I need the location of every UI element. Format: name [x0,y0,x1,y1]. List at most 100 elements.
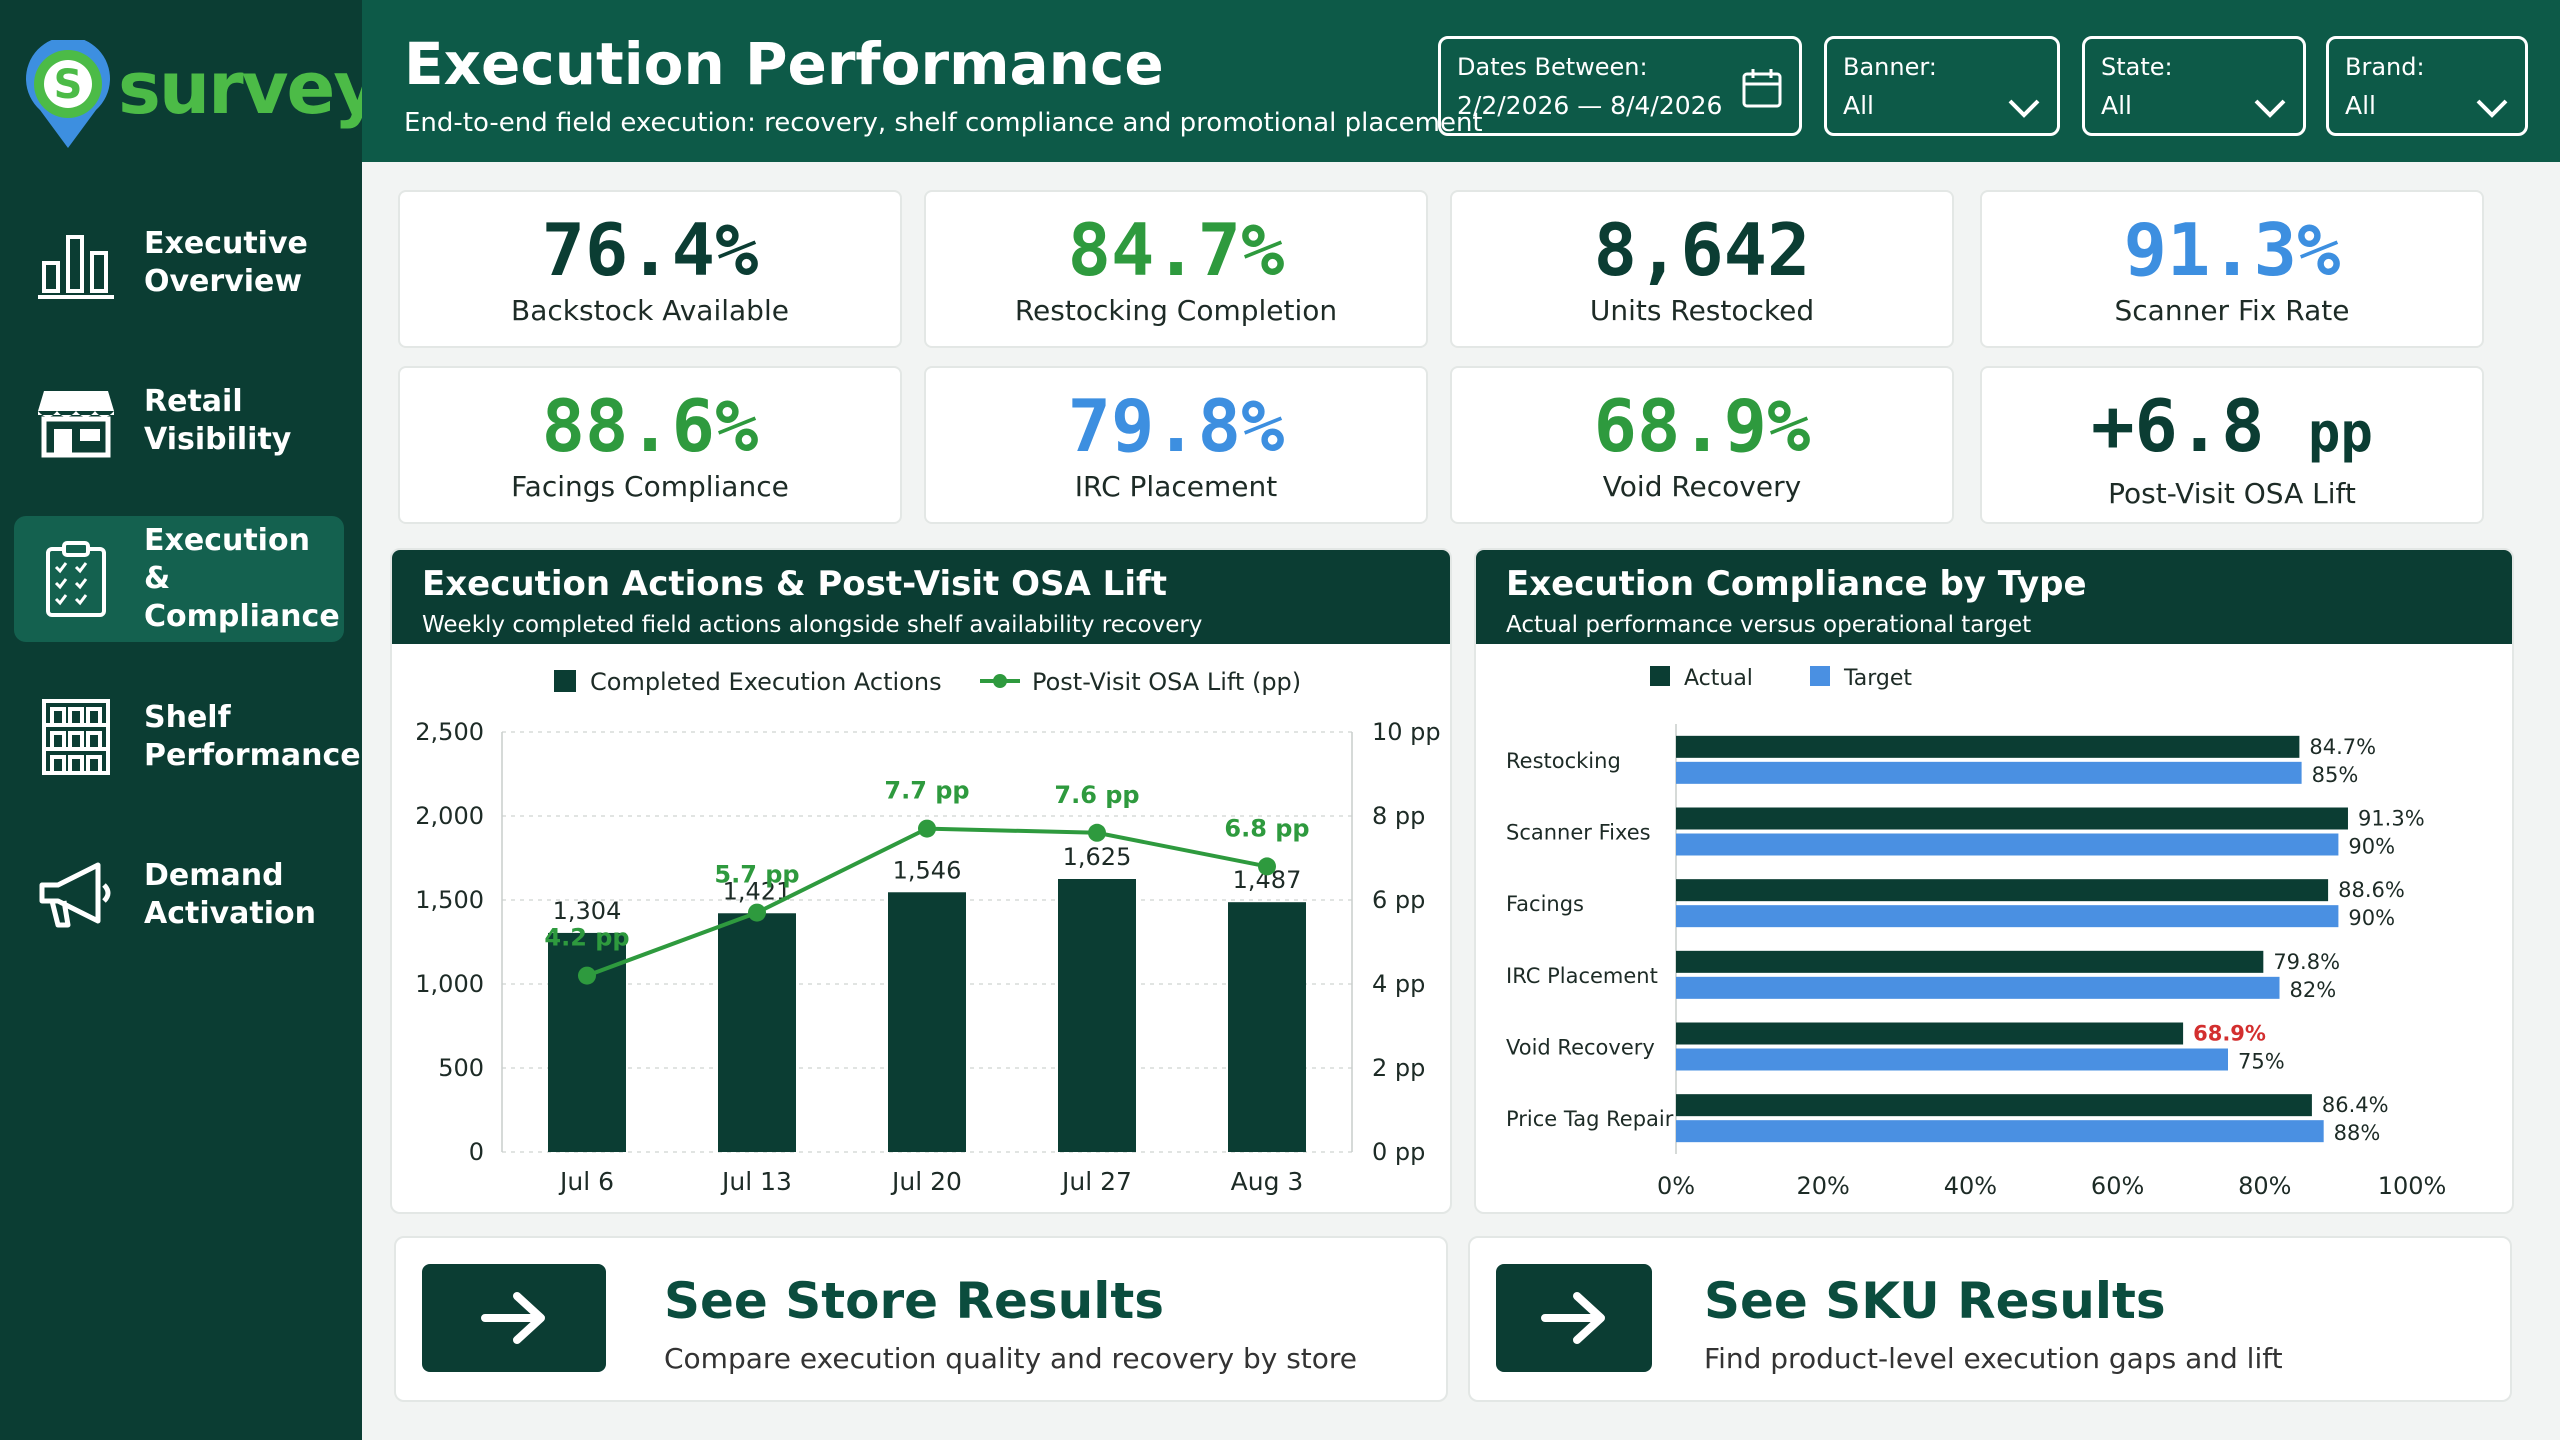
page-subtitle: End-to-end field execution: recovery, sh… [404,108,1483,138]
legend-swatch-actual [1650,666,1670,686]
legend-swatch-bars [554,670,576,692]
line-data-label: 7.7 pp [884,777,969,805]
x-tick-label: Jul 13 [720,1167,792,1196]
kpi-label: Scanner Fix Rate [2114,294,2350,327]
bar-actual [1676,807,2348,830]
y-category-label: Void Recovery [1506,1036,1655,1060]
bar [1058,879,1136,1152]
kpi-value: 88.6% [541,384,759,468]
y-left-tick-label: 2,000 [415,802,484,830]
brand-filter[interactable]: Brand: All [2326,36,2528,136]
sidebar-item-executive-overview[interactable]: Executive Overview [14,200,344,326]
link-title: See SKU Results [1704,1272,2166,1330]
y-category-label: Price Tag Repair [1506,1107,1674,1131]
panel-subtitle: Actual performance versus operational ta… [1506,612,2032,638]
y-left-tick-label: 1,500 [415,886,484,914]
kpi-value: 76.4% [541,208,759,292]
sidebar-item-retail-visibility[interactable]: Retail Visibility [14,358,344,484]
sidebar-item-shelf-performance[interactable]: Shelf Performance [14,674,361,800]
banner-filter[interactable]: Banner: All [1824,36,2060,136]
logo-letter: S [54,62,83,108]
sidebar-item-execution-compliance[interactable]: Execution & Compliance [14,516,344,642]
store-results-button[interactable] [422,1264,606,1372]
panel-title: Execution Compliance by Type [1506,564,2087,604]
x-tick-label: 0% [1657,1172,1695,1200]
y-category-label: Facings [1506,892,1584,916]
bar-target [1676,761,2302,784]
kpi-value: 68.9% [1593,384,1811,468]
kpi-label: Void Recovery [1602,470,1802,503]
bar-data-label: 1,546 [893,856,962,884]
sku-results-button[interactable] [1496,1264,1652,1372]
bar-actual [1676,950,2264,973]
logo-text: survey [118,46,380,130]
filter-value: All [1843,91,1874,120]
state-filter[interactable]: State: All [2082,36,2306,136]
filter-value: 2/2/2026 — 8/4/2026 [1457,91,1723,120]
bar-target-label: 85% [2312,763,2359,787]
execution-actions-chart: Completed Execution Actions Post-Visit OS… [415,668,1441,1196]
kpi-label: Restocking Completion [1014,294,1338,327]
x-tick-label: Jul 20 [890,1167,962,1196]
filter-label: State: [2101,53,2173,81]
x-tick-label: 40% [1944,1172,1997,1200]
compliance-by-type-panel: Execution Compliance by Type Actual perf… [1474,548,2514,1214]
bar-actual [1676,735,2300,758]
sidebar-nav: Executive Overview Retail Visibility Exe… [14,200,361,990]
y-right-tick-label: 6 pp [1372,886,1425,914]
sidebar-item-demand-activation[interactable]: Demand Activation [14,832,344,958]
line-point [1088,823,1106,842]
bar-target [1676,833,2339,856]
bar-actual-label: 68.9% [2193,1022,2266,1046]
kpi-value: 79.8% [1067,384,1285,468]
kpi-label: Post-Visit OSA Lift [2108,477,2356,510]
date-range-filter[interactable]: Dates Between: 2/2/2026 — 8/4/2026 [1438,36,1802,136]
y-category-label: Restocking [1506,749,1621,773]
kpi-card: 88.6% Facings Compliance [398,366,902,524]
execution-actions-panel: Execution Actions & Post-Visit OSA Lift … [390,548,1452,1214]
bar-actual-label: 79.8% [2273,950,2340,974]
kpi-value: 8,642 [1593,208,1811,292]
bar [718,913,796,1152]
kpi-card: 68.9% Void Recovery [1450,366,1954,524]
y-left-tick-label: 500 [438,1054,484,1082]
see-sku-results-card[interactable]: See SKU Results Find product-level execu… [1468,1236,2512,1402]
y-left-tick-label: 0 [469,1138,484,1166]
kpi-unit: pp [2307,401,2373,464]
sidebar-item-label: Demand Activation [144,858,317,931]
bar-actual [1676,879,2329,902]
filter-label: Dates Between: [1457,53,1648,81]
kpi-label: IRC Placement [1074,470,1278,503]
kpi-value: +6.8 [2091,384,2265,468]
x-tick-label: Jul 6 [558,1167,614,1196]
sidebar-item-label: Shelf Performance [144,700,361,773]
arrow-right-icon [1541,1292,1605,1344]
kpi-value: 91.3% [2123,208,2341,292]
arrow-right-icon [481,1292,545,1344]
link-subtitle: Compare execution quality and recovery b… [664,1342,1358,1375]
bar-actual [1676,1094,2312,1117]
chevron-down-icon [2476,99,2508,118]
y-right-tick-label: 0 pp [1372,1138,1425,1166]
bar-data-label: 1,625 [1063,843,1132,871]
location-pin-logo-icon: S [24,36,112,152]
page-title: Execution Performance [404,30,1164,98]
megaphone-icon [39,862,111,928]
shelf-icon [42,699,110,775]
bar-target-label: 90% [2348,835,2395,859]
x-tick-label: Jul 27 [1060,1167,1132,1196]
bar-actual-label: 91.3% [2358,807,2425,831]
bar [888,892,966,1152]
y-right-tick-label: 10 pp [1372,718,1441,746]
panel-header: Execution Actions & Post-Visit OSA Lift … [392,550,1450,644]
sidebar-item-label: Retail Visibility [144,384,292,457]
line-data-label: 5.7 pp [714,861,799,889]
header: Execution Performance End-to-end field e… [362,0,2560,162]
logo[interactable]: S survey [24,36,380,152]
panel-title: Execution Actions & Post-Visit OSA Lift [422,564,1168,604]
panel-header: Execution Compliance by Type Actual perf… [1476,550,2512,644]
kpi-card: 76.4% Backstock Available [398,190,902,348]
bar-target-label: 75% [2238,1050,2285,1074]
line-point [918,819,936,838]
see-store-results-card[interactable]: See Store Results Compare execution qual… [394,1236,1448,1402]
